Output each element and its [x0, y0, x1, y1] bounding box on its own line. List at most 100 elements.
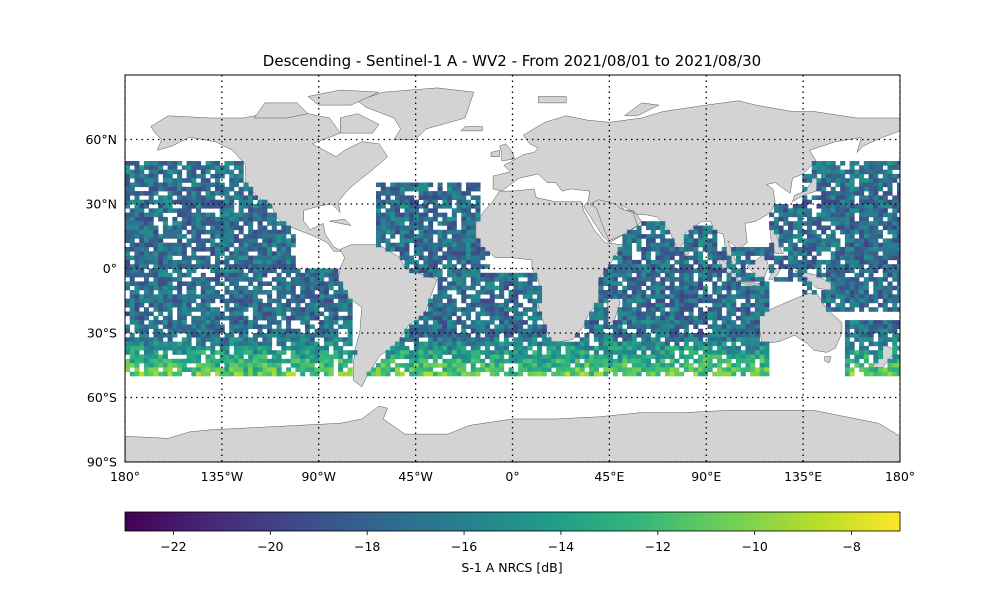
data-cell: [428, 225, 434, 231]
data-cell: [314, 268, 320, 274]
data-cell: [186, 255, 192, 261]
data-cell: [532, 324, 538, 329]
data-cell: [896, 208, 900, 213]
data-cell: [470, 234, 476, 239]
data-cell: [248, 225, 254, 231]
data-cell: [878, 229, 884, 235]
data-cell: [707, 341, 713, 347]
data-cell: [200, 255, 206, 261]
data-cell: [698, 311, 704, 317]
data-cell: [238, 229, 244, 235]
data-cell: [484, 350, 490, 355]
data-cell: [229, 367, 235, 372]
data-cell: [788, 255, 794, 261]
data-cell: [735, 281, 741, 286]
data-cell: [669, 371, 675, 377]
data-cell: [413, 363, 419, 368]
data-cell: [314, 285, 320, 291]
data-cell: [669, 285, 675, 291]
data-cell: [878, 341, 884, 347]
data-cell: [622, 311, 628, 317]
data-cell: [418, 367, 424, 372]
data-cell: [139, 272, 145, 278]
data-cell: [688, 294, 694, 299]
data-cell: [139, 229, 145, 235]
data-cell: [186, 186, 192, 192]
data-cell: [262, 350, 268, 355]
data-cell: [461, 234, 467, 239]
data-cell: [210, 315, 216, 321]
data-cell: [688, 264, 694, 269]
data-cell: [892, 173, 898, 179]
data-cell: [882, 173, 888, 179]
data-cell: [636, 324, 642, 329]
data-cell: [309, 333, 315, 338]
data-cell: [143, 191, 149, 196]
data-cell: [882, 238, 888, 243]
data-cell: [830, 285, 836, 291]
data-cell: [257, 208, 263, 213]
data-cell: [252, 367, 258, 372]
data-cell: [281, 281, 287, 286]
data-cell: [286, 242, 292, 248]
data-cell: [304, 285, 311, 291]
data-cell: [660, 363, 666, 368]
data-cell: [636, 285, 642, 291]
data-cell: [210, 277, 216, 282]
data-cell: [825, 298, 831, 304]
data-cell: [461, 341, 467, 347]
data-cell: [494, 341, 500, 347]
data-cell: [323, 302, 329, 308]
data-cell: [328, 285, 334, 291]
data-cell: [868, 307, 874, 312]
data-cell: [655, 272, 661, 278]
data-cell: [878, 367, 884, 372]
data-cell: [636, 247, 642, 252]
data-cell: [314, 345, 320, 351]
data-cell: [309, 345, 315, 351]
data-cell: [627, 255, 633, 261]
data-cell: [257, 371, 263, 377]
data-cell: [664, 247, 670, 252]
data-cell: [129, 161, 135, 166]
data-cell: [868, 186, 874, 192]
data-cell: [210, 247, 216, 252]
data-cell: [873, 165, 879, 170]
data-cell: [233, 358, 239, 364]
data-cell: [622, 337, 628, 342]
data-cell: [125, 264, 131, 269]
data-cell: [456, 229, 462, 235]
data-cell: [466, 199, 472, 205]
data-cell: [177, 234, 183, 239]
data-cell: [683, 315, 689, 321]
data-cell: [428, 182, 434, 188]
data-cell: [456, 186, 462, 192]
data-cell: [859, 225, 865, 231]
data-cell: [447, 247, 453, 252]
data-cell: [186, 345, 192, 351]
data-cell: [759, 251, 765, 256]
data-cell: [522, 272, 528, 278]
data-cell: [712, 350, 718, 355]
data-cell: [399, 363, 405, 368]
data-cell: [863, 178, 869, 183]
data-cell: [518, 315, 524, 321]
data-cell: [731, 264, 737, 269]
data-cell: [172, 363, 178, 368]
land-baffin: [340, 113, 380, 134]
data-cell: [503, 302, 509, 308]
data-cell: [233, 247, 239, 252]
data-cell: [546, 350, 552, 355]
data-cell: [726, 259, 732, 265]
data-cell: [409, 225, 415, 231]
data-cell: [233, 294, 239, 299]
data-cell: [461, 307, 467, 312]
data-cell: [641, 350, 647, 355]
data-cell: [167, 182, 173, 188]
data-cell: [555, 350, 562, 355]
data-cell: [655, 251, 661, 256]
data-cell: [892, 204, 898, 209]
data-cell: [622, 234, 628, 239]
data-cell: [750, 350, 756, 355]
data-cell: [731, 311, 737, 317]
